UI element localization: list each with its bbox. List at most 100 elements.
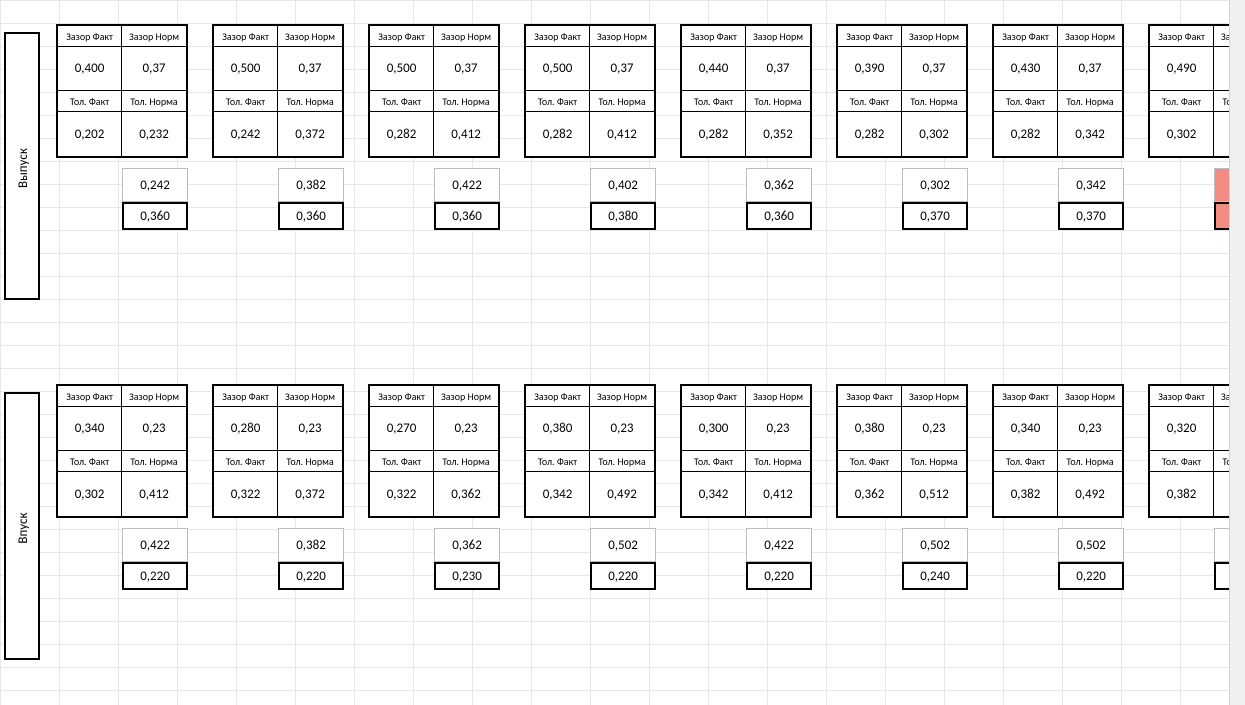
- result-value-1[interactable]: 0,342: [1058, 168, 1124, 202]
- value-zazor-fakt[interactable]: 0,390: [838, 47, 902, 91]
- value-zazor-norm[interactable]: 0,37: [590, 47, 654, 91]
- result-value-2[interactable]: 0,220: [278, 562, 344, 590]
- value-tol-norma[interactable]: 0,412: [590, 112, 654, 156]
- value-tol-fakt[interactable]: 0,202: [58, 112, 122, 156]
- value-tol-norma[interactable]: 0,362: [434, 472, 498, 516]
- value-tol-norma[interactable]: 0,412: [746, 472, 810, 516]
- value-zazor-norm[interactable]: 0,37: [746, 47, 810, 91]
- value-zazor-norm[interactable]: 0,23: [590, 407, 654, 451]
- result-value-2[interactable]: 0,370: [902, 202, 968, 230]
- result-value-1[interactable]: 0,402: [590, 168, 656, 202]
- value-tol-norma[interactable]: 0,302: [902, 112, 966, 156]
- result-value-1[interactable]: 0,302: [902, 168, 968, 202]
- value-zazor-norm[interactable]: 0,37: [1058, 47, 1122, 91]
- value-zazor-norm[interactable]: 0,37: [122, 47, 186, 91]
- header-tol-norma: Тол. Норма: [1058, 451, 1122, 472]
- value-zazor-fakt[interactable]: 0,500: [526, 47, 590, 91]
- value-tol-norma[interactable]: 0,232: [122, 112, 186, 156]
- value-tol-norma[interactable]: 0,412: [122, 472, 186, 516]
- value-zazor-fakt[interactable]: 0,380: [838, 407, 902, 451]
- value-zazor-fakt[interactable]: 0,380: [526, 407, 590, 451]
- result-value-2[interactable]: 0,240: [902, 562, 968, 590]
- value-zazor-norm[interactable]: 0,23: [1058, 407, 1122, 451]
- value-tol-fakt[interactable]: 0,302: [58, 472, 122, 516]
- value-tol-norma[interactable]: 0,512: [902, 472, 966, 516]
- table-row: 0,3220,372: [214, 472, 342, 516]
- header-zazor-fakt: Зазор Факт: [214, 386, 278, 407]
- result-value-1[interactable]: 0,422: [746, 528, 812, 562]
- value-zazor-norm[interactable]: 0,37: [278, 47, 342, 91]
- result-value-2[interactable]: 0,380: [590, 202, 656, 230]
- result-value-1[interactable]: 0,362: [746, 168, 812, 202]
- side-label-wrap: Выпуск: [4, 32, 40, 300]
- value-tol-fakt[interactable]: 0,302: [1150, 112, 1214, 156]
- value-tol-fakt[interactable]: 0,282: [526, 112, 590, 156]
- value-zazor-norm[interactable]: 0,23: [122, 407, 186, 451]
- table-row: 0,3400,23: [994, 407, 1122, 451]
- result-value-1[interactable]: 0,422: [122, 528, 188, 562]
- value-zazor-fakt[interactable]: 0,320: [1150, 407, 1214, 451]
- value-tol-norma[interactable]: 0,342: [1058, 112, 1122, 156]
- header-zazor-norm: Зазор Норм: [1058, 386, 1122, 407]
- result-value-1[interactable]: 0,362: [434, 528, 500, 562]
- value-zazor-norm[interactable]: 0,37: [434, 47, 498, 91]
- value-zazor-fakt[interactable]: 0,280: [214, 407, 278, 451]
- value-tol-norma[interactable]: 0,352: [746, 112, 810, 156]
- value-tol-fakt[interactable]: 0,322: [214, 472, 278, 516]
- group: Зазор ФактЗазор Норм0,3900,37Тол. ФактТо…: [836, 24, 968, 230]
- value-zazor-norm[interactable]: 0,23: [746, 407, 810, 451]
- value-zazor-norm[interactable]: 0,23: [434, 407, 498, 451]
- result-value-2[interactable]: 0,360: [122, 202, 188, 230]
- result-value-2[interactable]: 0,360: [746, 202, 812, 230]
- value-tol-fakt[interactable]: 0,382: [1150, 472, 1214, 516]
- value-tol-fakt[interactable]: 0,282: [838, 112, 902, 156]
- result-value-1[interactable]: 0,382: [278, 168, 344, 202]
- value-zazor-norm[interactable]: 0,23: [278, 407, 342, 451]
- value-zazor-fakt[interactable]: 0,270: [370, 407, 434, 451]
- table-row: 0,3420,492: [526, 472, 654, 516]
- value-tol-norma[interactable]: 0,492: [590, 472, 654, 516]
- table-row: 0,3800,23: [526, 407, 654, 451]
- value-zazor-fakt[interactable]: 0,500: [370, 47, 434, 91]
- value-tol-fakt[interactable]: 0,342: [526, 472, 590, 516]
- value-zazor-fakt[interactable]: 0,400: [58, 47, 122, 91]
- value-zazor-fakt[interactable]: 0,430: [994, 47, 1058, 91]
- value-zazor-fakt[interactable]: 0,340: [994, 407, 1058, 451]
- result-value-2[interactable]: 0,220: [746, 562, 812, 590]
- value-zazor-norm[interactable]: 0,23: [902, 407, 966, 451]
- value-tol-fakt[interactable]: 0,342: [682, 472, 746, 516]
- value-tol-fakt[interactable]: 0,282: [994, 112, 1058, 156]
- result-value-1[interactable]: 0,502: [1058, 528, 1124, 562]
- result-value-1[interactable]: 0,242: [122, 168, 188, 202]
- value-zazor-fakt[interactable]: 0,300: [682, 407, 746, 451]
- value-zazor-norm[interactable]: 0,37: [902, 47, 966, 91]
- result-value-2[interactable]: 0,370: [1058, 202, 1124, 230]
- value-zazor-fakt[interactable]: 0,490: [1150, 47, 1214, 91]
- value-zazor-fakt[interactable]: 0,440: [682, 47, 746, 91]
- value-tol-fakt[interactable]: 0,282: [370, 112, 434, 156]
- group: Зазор ФактЗазор Норм0,4300,37Тол. ФактТо…: [992, 24, 1124, 230]
- vertical-scrollbar[interactable]: [1229, 0, 1245, 705]
- result-value-1[interactable]: 0,422: [434, 168, 500, 202]
- result-value-2[interactable]: 0,360: [434, 202, 500, 230]
- result-value-2[interactable]: 0,230: [434, 562, 500, 590]
- result-value-2[interactable]: 0,220: [1058, 562, 1124, 590]
- result-value-2[interactable]: 0,220: [590, 562, 656, 590]
- value-zazor-fakt[interactable]: 0,500: [214, 47, 278, 91]
- value-tol-fakt[interactable]: 0,322: [370, 472, 434, 516]
- value-tol-fakt[interactable]: 0,362: [838, 472, 902, 516]
- result-value-1[interactable]: 0,502: [902, 528, 968, 562]
- header-zazor-norm: Зазор Норм: [122, 26, 186, 47]
- value-zazor-fakt[interactable]: 0,340: [58, 407, 122, 451]
- value-tol-norma[interactable]: 0,492: [1058, 472, 1122, 516]
- value-tol-fakt[interactable]: 0,242: [214, 112, 278, 156]
- value-tol-fakt[interactable]: 0,382: [994, 472, 1058, 516]
- result-value-2[interactable]: 0,360: [278, 202, 344, 230]
- value-tol-fakt[interactable]: 0,282: [682, 112, 746, 156]
- value-tol-norma[interactable]: 0,412: [434, 112, 498, 156]
- value-tol-norma[interactable]: 0,372: [278, 112, 342, 156]
- result-value-2[interactable]: 0,220: [122, 562, 188, 590]
- result-value-1[interactable]: 0,382: [278, 528, 344, 562]
- result-value-1[interactable]: 0,502: [590, 528, 656, 562]
- value-tol-norma[interactable]: 0,372: [278, 472, 342, 516]
